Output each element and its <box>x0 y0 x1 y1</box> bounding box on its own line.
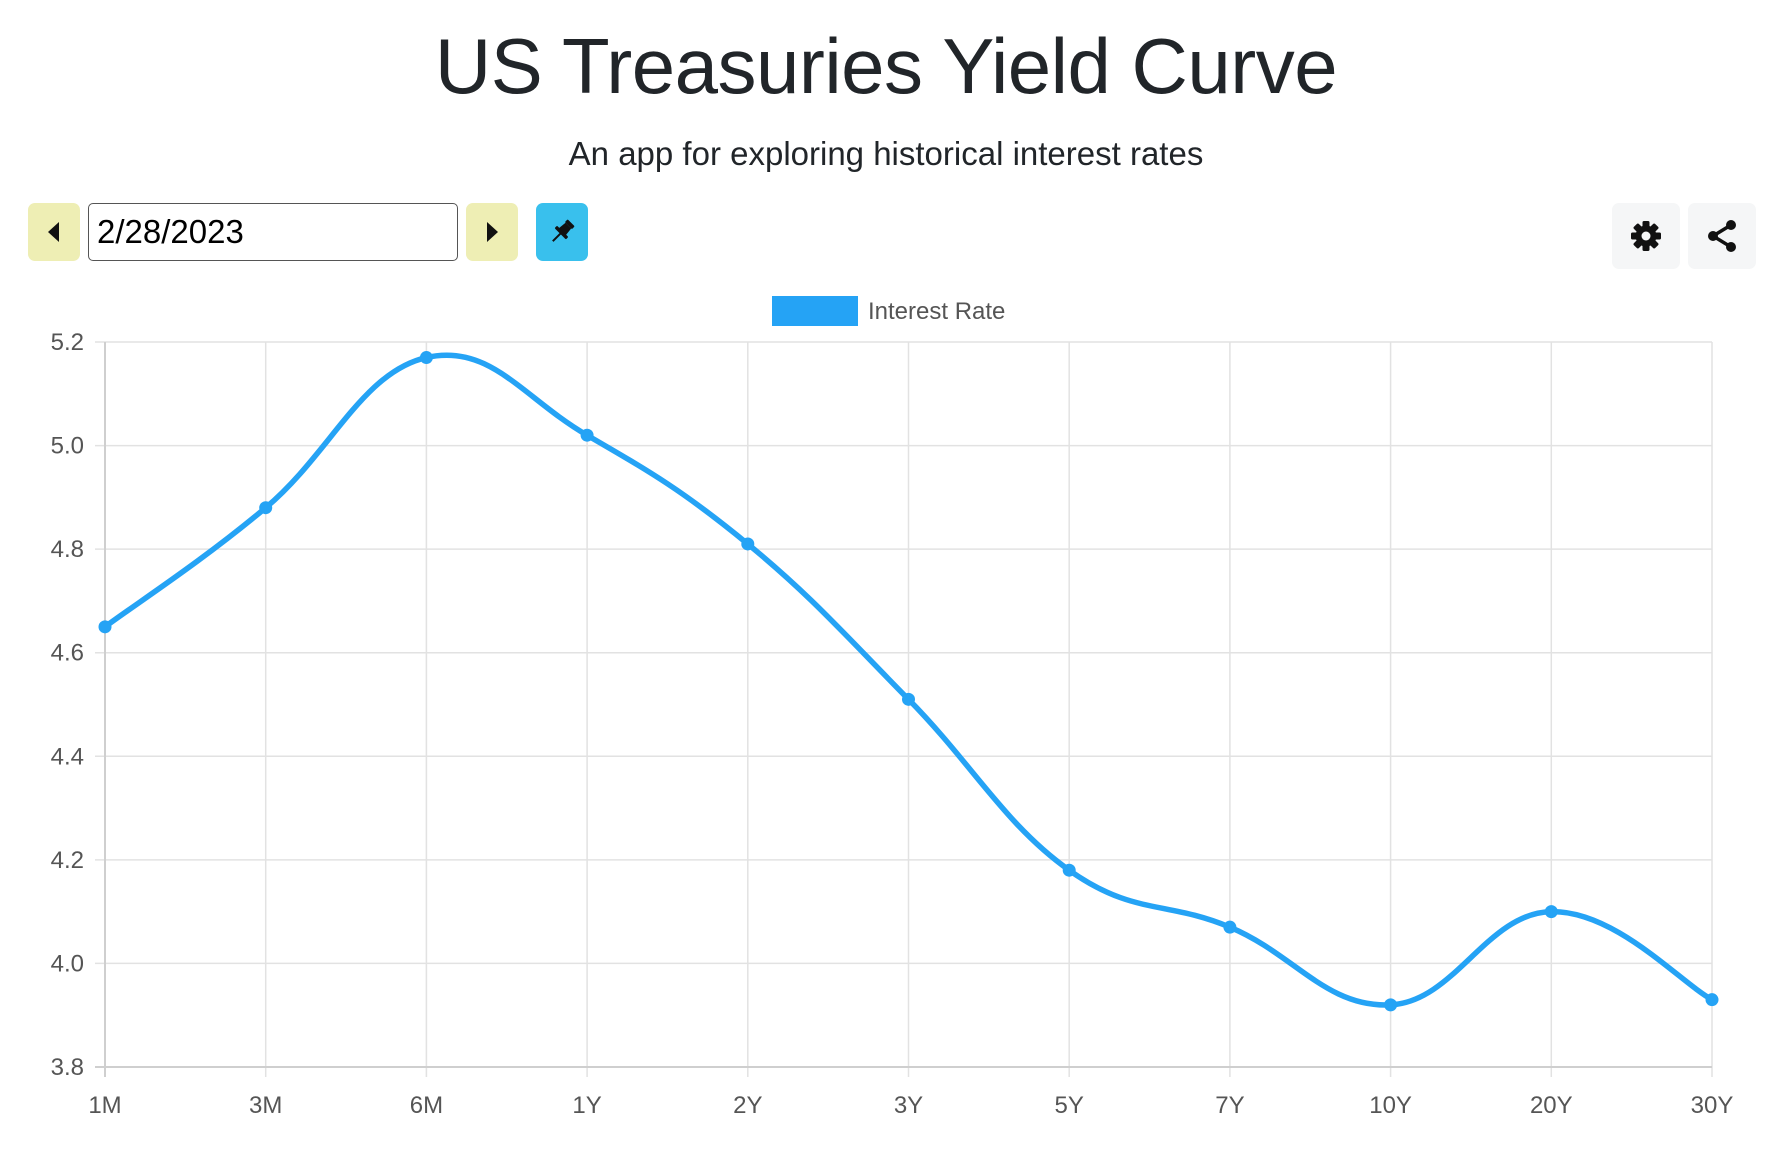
data-point-6m[interactable] <box>419 351 433 365</box>
x-tick-label: 7Y <box>1215 1092 1244 1119</box>
y-tick-label: 5.2 <box>51 329 84 356</box>
x-tick-label: 2Y <box>733 1092 762 1119</box>
data-point-20y[interactable] <box>1544 905 1558 919</box>
data-point-5y[interactable] <box>1062 863 1076 877</box>
x-tick-label: 3Y <box>894 1092 923 1119</box>
date-input[interactable] <box>88 203 458 261</box>
y-tick-label: 4.4 <box>51 743 84 770</box>
page-subtitle: An app for exploring historical interest… <box>568 135 1204 172</box>
y-tick-label: 4.8 <box>51 536 84 563</box>
caret-right-icon <box>487 222 498 242</box>
data-point-3m[interactable] <box>259 501 273 515</box>
y-tick-label: 4.2 <box>51 847 84 874</box>
x-tick-label: 30Y <box>1691 1092 1734 1119</box>
data-point-1m[interactable] <box>98 620 112 634</box>
pin-button[interactable] <box>536 203 588 261</box>
data-point-10y[interactable] <box>1384 998 1398 1012</box>
data-point-1y[interactable] <box>580 428 594 442</box>
next-date-button[interactable] <box>466 203 518 261</box>
y-tick-label: 3.8 <box>51 1054 84 1081</box>
page-title: US Treasuries Yield Curve <box>434 22 1338 110</box>
caret-left-icon <box>48 222 59 242</box>
legend-swatch <box>772 296 858 326</box>
y-tick-label: 5.0 <box>51 433 84 460</box>
previous-date-button[interactable] <box>28 203 80 261</box>
data-point-30y[interactable] <box>1705 993 1719 1007</box>
x-tick-label: 10Y <box>1369 1092 1412 1119</box>
data-point-2y[interactable] <box>741 537 755 551</box>
share-icon <box>1708 220 1736 252</box>
x-tick-label: 5Y <box>1055 1092 1084 1119</box>
y-tick-label: 4.0 <box>51 950 84 977</box>
data-point-7y[interactable] <box>1223 920 1237 934</box>
x-tick-label: 1Y <box>572 1092 601 1119</box>
x-tick-label: 20Y <box>1530 1092 1573 1119</box>
gear-icon <box>1631 221 1661 251</box>
x-tick-label: 3M <box>249 1092 282 1119</box>
y-tick-label: 4.6 <box>51 640 84 667</box>
legend-label: Interest Rate <box>868 298 1005 325</box>
settings-button[interactable] <box>1612 203 1680 269</box>
share-button[interactable] <box>1688 203 1756 269</box>
data-point-3y[interactable] <box>902 692 915 706</box>
pin-icon <box>552 219 575 242</box>
x-tick-label: 1M <box>88 1092 121 1119</box>
x-tick-label: 6M <box>410 1092 443 1119</box>
